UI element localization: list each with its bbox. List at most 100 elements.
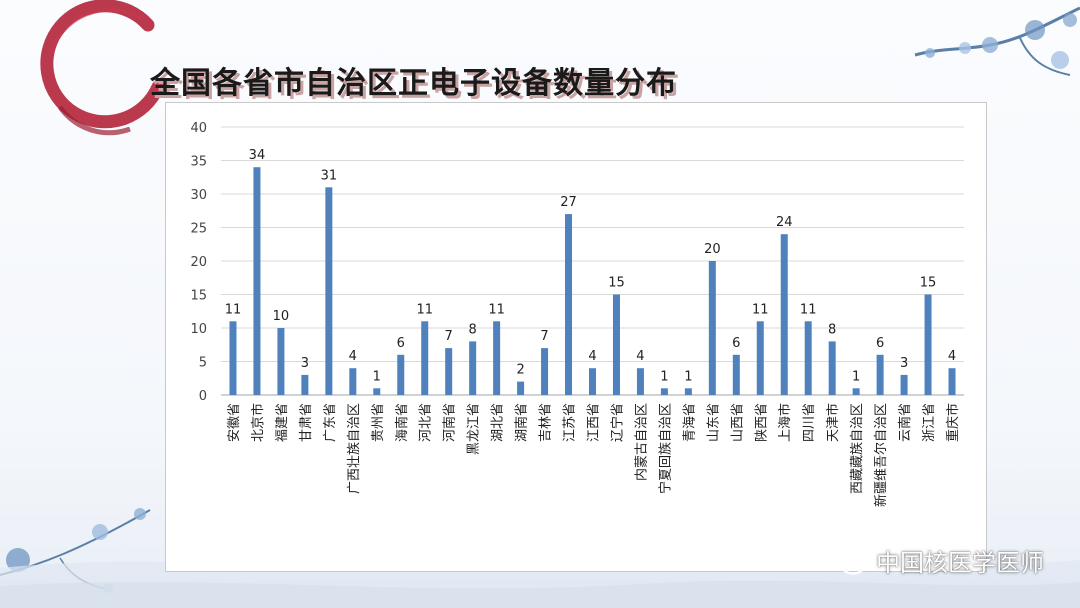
y-tick-label: 25 <box>190 222 207 237</box>
data-label: 3 <box>301 356 309 371</box>
bar <box>301 374 309 395</box>
bar <box>541 348 549 395</box>
bar <box>612 294 620 395</box>
data-label: 10 <box>273 309 290 324</box>
data-label: 4 <box>588 349 596 364</box>
x-tick-label: 河南省 <box>442 403 458 442</box>
x-tick-label: 陕西省 <box>754 403 769 442</box>
data-label: 6 <box>876 336 884 351</box>
x-tick-label: 福建省 <box>275 403 290 442</box>
data-label: 4 <box>349 349 357 364</box>
data-label: 8 <box>469 322 477 337</box>
data-label: 1 <box>373 369 381 384</box>
data-label: 34 <box>249 148 266 163</box>
chart-frame: 0 5 10 15 20 25 30 35 40 11 安徽省 34 北京市 10 福建省 3 甘肃省 31 广东省… <box>165 102 987 572</box>
data-label: 11 <box>488 302 505 317</box>
bar <box>756 321 764 395</box>
data-label: 4 <box>636 349 644 364</box>
x-tick-label: 广西壮族自治区 <box>346 403 362 494</box>
y-tick-label: 5 <box>199 356 207 371</box>
bar <box>229 321 237 395</box>
data-label: 20 <box>704 242 721 257</box>
x-tick-label: 上海市 <box>777 403 793 442</box>
x-tick-label: 内蒙古自治区 <box>633 403 649 481</box>
bar <box>684 388 692 395</box>
bar <box>804 321 812 395</box>
bar <box>636 368 644 395</box>
x-tick-label: 贵州省 <box>371 403 386 442</box>
bar <box>253 167 261 395</box>
data-label: 31 <box>321 168 338 183</box>
x-tick-label: 浙江省 <box>922 403 937 442</box>
bar <box>876 354 884 395</box>
data-label: 24 <box>776 215 793 230</box>
x-tick-label: 重庆市 <box>945 403 961 442</box>
decorative-wave-background <box>0 560 1080 608</box>
bar <box>469 341 477 395</box>
data-label: 11 <box>416 302 433 317</box>
data-label: 1 <box>684 369 692 384</box>
x-tick-label: 云南省 <box>897 403 913 442</box>
x-tick-label: 山东省 <box>706 403 721 442</box>
y-tick-label: 35 <box>190 155 207 170</box>
data-label: 2 <box>516 363 524 378</box>
bar <box>421 321 429 395</box>
data-label: 11 <box>225 302 242 317</box>
x-tick-label: 辽宁省 <box>609 403 625 442</box>
data-label: 8 <box>828 322 836 337</box>
y-tick-label: 30 <box>190 188 207 203</box>
bar <box>852 388 860 395</box>
data-label: 6 <box>397 336 405 351</box>
x-tick-label: 西藏藏族自治区 <box>849 403 865 494</box>
x-tick-label: 湖北省 <box>491 403 506 442</box>
wechat-icon <box>824 545 867 575</box>
watermark-text: 中国核医学医师 <box>876 549 1044 577</box>
x-tick-label: 江苏省 <box>562 403 578 442</box>
decorative-brush-ring <box>40 0 165 136</box>
data-label: 7 <box>540 329 548 344</box>
x-tick-label: 江西省 <box>587 403 602 442</box>
x-tick-label: 北京市 <box>250 403 266 442</box>
data-label: 7 <box>445 329 453 344</box>
x-tick-label: 黑龙江省 <box>467 403 482 455</box>
bar <box>948 368 956 395</box>
data-label: 15 <box>608 276 625 291</box>
data-label: 6 <box>732 336 740 351</box>
bar <box>589 368 596 395</box>
x-tick-label: 安徽省 <box>227 403 242 442</box>
bar <box>397 354 405 395</box>
bar <box>349 368 357 395</box>
x-tick-label: 河北省 <box>419 403 434 442</box>
data-label: 1 <box>660 369 668 384</box>
data-label: 3 <box>900 356 908 371</box>
bar <box>277 328 285 395</box>
bar <box>660 388 668 395</box>
y-tick-label: 20 <box>190 255 207 270</box>
bar <box>924 294 932 395</box>
data-label: 27 <box>560 195 577 210</box>
x-tick-label: 山西省 <box>730 403 745 442</box>
bar <box>900 374 908 395</box>
bar <box>325 187 333 395</box>
bar <box>445 348 453 395</box>
x-tick-label: 青海省 <box>682 403 697 442</box>
bar-chart: 051015202530354011安徽省34北京市10福建省3甘肃省31广东省… <box>190 121 964 507</box>
x-tick-label: 宁夏回族自治区 <box>657 403 673 494</box>
x-tick-label: 广东省 <box>323 403 338 442</box>
bar <box>373 388 381 395</box>
data-label: 11 <box>800 302 817 317</box>
x-tick-label: 湖南省 <box>514 403 530 442</box>
data-label: 1 <box>852 369 860 384</box>
x-tick-label: 四川省 <box>802 403 817 442</box>
bar <box>517 381 525 395</box>
y-tick-label: 10 <box>190 322 207 337</box>
bar <box>493 321 501 395</box>
x-tick-label: 天津市 <box>825 403 841 442</box>
bar <box>565 214 573 395</box>
decorative-plum-branch <box>914 6 1080 76</box>
x-tick-label: 新疆维吾尔自治区 <box>873 403 889 507</box>
y-tick-label: 40 <box>190 121 207 136</box>
bar <box>828 341 836 395</box>
y-tick-label: 15 <box>190 289 207 304</box>
watermark: 中国核医学医师 <box>824 543 1044 578</box>
